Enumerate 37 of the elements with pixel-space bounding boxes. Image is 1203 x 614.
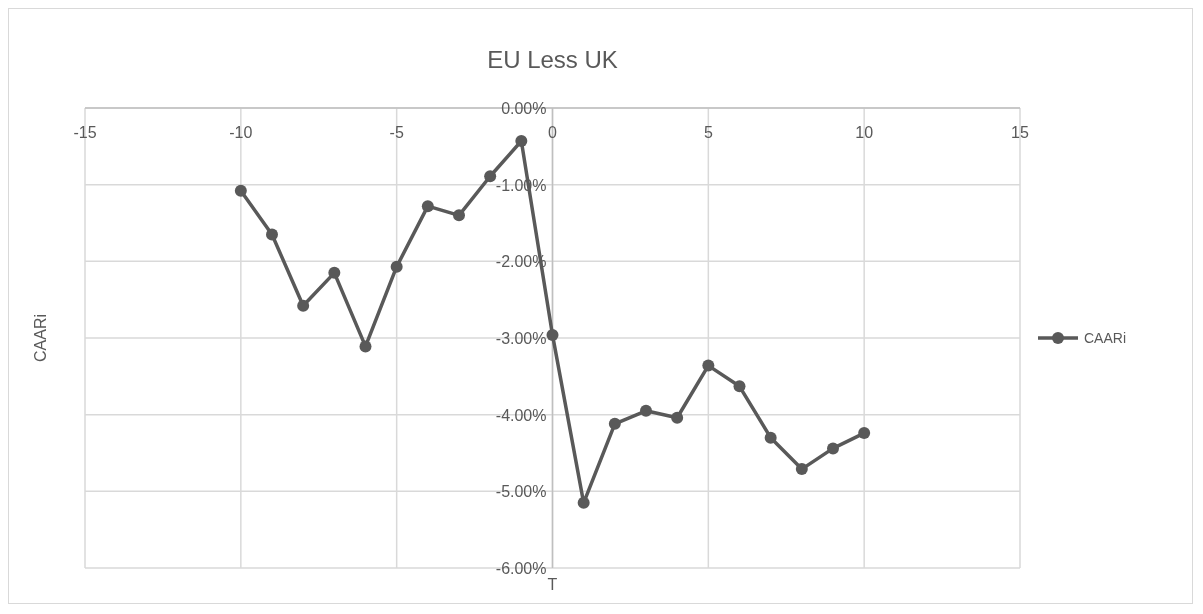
point bbox=[390, 260, 403, 273]
point bbox=[297, 299, 310, 312]
point bbox=[453, 209, 465, 222]
point bbox=[421, 200, 434, 213]
point bbox=[484, 170, 497, 183]
x-tick-label: -15 bbox=[73, 124, 97, 141]
y-tick-label: -3.00% bbox=[495, 330, 547, 347]
point bbox=[733, 380, 746, 393]
point bbox=[328, 266, 341, 279]
point bbox=[795, 463, 808, 476]
y-tick-label: -5.00% bbox=[495, 483, 547, 501]
x-tick-label: -10 bbox=[229, 124, 253, 141]
point bbox=[608, 417, 621, 430]
x-tick-label: 15 bbox=[1011, 124, 1029, 141]
point bbox=[234, 184, 247, 197]
point bbox=[359, 340, 372, 353]
x-tick-label: -5 bbox=[389, 124, 404, 141]
y-tick-label: -4.00% bbox=[495, 406, 547, 424]
x-tick-label: 10 bbox=[855, 124, 874, 141]
y-tick-label: -6.00% bbox=[495, 560, 547, 577]
point bbox=[515, 134, 528, 147]
chart-title: EU Less UK bbox=[487, 46, 618, 73]
y-axis-title: CAARi bbox=[32, 313, 49, 363]
point bbox=[640, 404, 652, 417]
point bbox=[764, 431, 777, 444]
point bbox=[266, 228, 278, 241]
point bbox=[702, 359, 715, 372]
x-tick-label: 5 bbox=[703, 124, 713, 141]
legend-label: CAARi bbox=[1084, 330, 1127, 346]
x-axis-title: T bbox=[547, 576, 558, 593]
point bbox=[827, 442, 839, 455]
y-tick-label: 0.00% bbox=[501, 100, 547, 117]
point bbox=[577, 496, 590, 509]
point bbox=[546, 328, 559, 341]
point bbox=[858, 427, 871, 440]
point bbox=[671, 411, 684, 424]
x-tick-label: 0 bbox=[548, 124, 558, 141]
